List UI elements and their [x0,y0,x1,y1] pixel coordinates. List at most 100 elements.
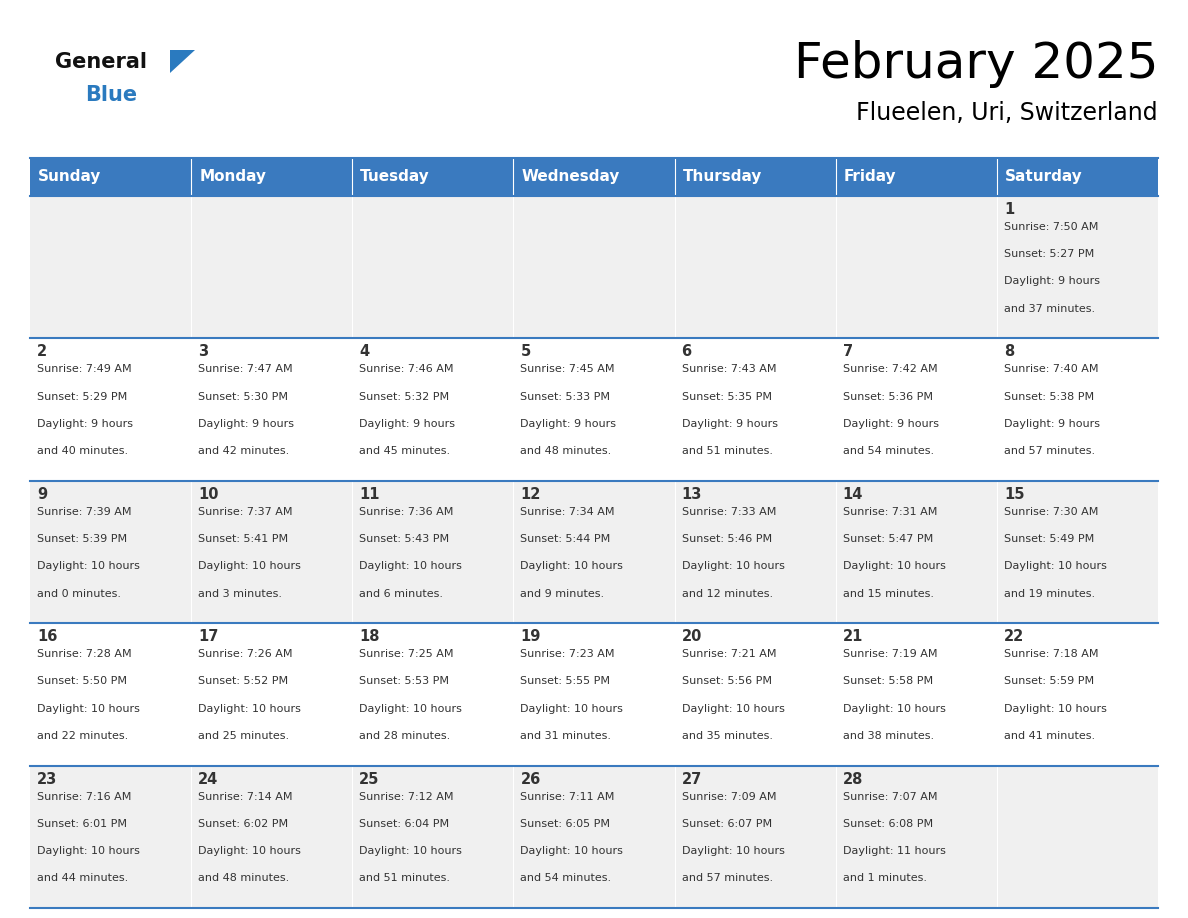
Text: Sunset: 5:39 PM: Sunset: 5:39 PM [37,534,127,544]
Text: and 40 minutes.: and 40 minutes. [37,446,128,456]
Text: Sunset: 5:41 PM: Sunset: 5:41 PM [198,534,289,544]
Text: Sunset: 6:05 PM: Sunset: 6:05 PM [520,819,611,829]
Text: Daylight: 10 hours: Daylight: 10 hours [520,561,624,571]
Text: and 51 minutes.: and 51 minutes. [682,446,772,456]
Bar [30,623,191,766]
Bar [513,196,675,339]
Bar [191,158,353,196]
Text: 16: 16 [37,629,57,644]
Text: Sunrise: 7:12 AM: Sunrise: 7:12 AM [359,791,454,801]
Text: and 19 minutes.: and 19 minutes. [1004,588,1095,599]
Text: Daylight: 10 hours: Daylight: 10 hours [682,846,784,856]
Text: and 38 minutes.: and 38 minutes. [842,731,934,741]
Text: Sunset: 6:01 PM: Sunset: 6:01 PM [37,819,127,829]
Text: Sunset: 5:36 PM: Sunset: 5:36 PM [842,392,933,402]
Bar [835,196,997,339]
Text: Daylight: 10 hours: Daylight: 10 hours [1004,704,1107,713]
Text: Sunrise: 7:30 AM: Sunrise: 7:30 AM [1004,507,1098,517]
Text: Sunrise: 7:43 AM: Sunrise: 7:43 AM [682,364,776,375]
Text: Sunrise: 7:47 AM: Sunrise: 7:47 AM [198,364,292,375]
Bar [353,158,513,196]
Text: 11: 11 [359,487,380,502]
Text: Daylight: 10 hours: Daylight: 10 hours [842,704,946,713]
Text: Daylight: 11 hours: Daylight: 11 hours [842,846,946,856]
Bar [675,481,835,623]
Text: Daylight: 10 hours: Daylight: 10 hours [198,846,301,856]
Text: 12: 12 [520,487,541,502]
Bar [835,766,997,908]
Text: Sunset: 5:55 PM: Sunset: 5:55 PM [520,677,611,687]
Text: 3: 3 [198,344,208,360]
Text: 24: 24 [198,772,219,787]
Text: Daylight: 10 hours: Daylight: 10 hours [37,561,140,571]
Text: Wednesday: Wednesday [522,170,620,185]
Text: and 44 minutes.: and 44 minutes. [37,873,128,883]
Text: Daylight: 10 hours: Daylight: 10 hours [359,704,462,713]
Text: Sunset: 5:35 PM: Sunset: 5:35 PM [682,392,771,402]
Text: 6: 6 [682,344,691,360]
Text: Sunrise: 7:07 AM: Sunrise: 7:07 AM [842,791,937,801]
Bar [513,623,675,766]
Bar [835,339,997,481]
Bar [675,158,835,196]
Text: Sunrise: 7:39 AM: Sunrise: 7:39 AM [37,507,132,517]
Text: Daylight: 10 hours: Daylight: 10 hours [359,846,462,856]
Text: Monday: Monday [200,170,266,185]
Text: and 28 minutes.: and 28 minutes. [359,731,450,741]
Text: 4: 4 [359,344,369,360]
Text: Sunrise: 7:26 AM: Sunrise: 7:26 AM [198,649,292,659]
Text: Sunrise: 7:25 AM: Sunrise: 7:25 AM [359,649,454,659]
Text: Sunset: 6:08 PM: Sunset: 6:08 PM [842,819,933,829]
Text: Daylight: 9 hours: Daylight: 9 hours [198,419,295,429]
Text: Sunrise: 7:42 AM: Sunrise: 7:42 AM [842,364,937,375]
Text: Sunrise: 7:46 AM: Sunrise: 7:46 AM [359,364,454,375]
Text: Daylight: 10 hours: Daylight: 10 hours [1004,561,1107,571]
Text: Tuesday: Tuesday [360,170,430,185]
Text: Sunset: 5:52 PM: Sunset: 5:52 PM [198,677,289,687]
Bar [191,766,353,908]
Bar [675,339,835,481]
Text: Daylight: 10 hours: Daylight: 10 hours [198,561,301,571]
Text: Sunrise: 7:37 AM: Sunrise: 7:37 AM [198,507,292,517]
Bar [513,158,675,196]
Text: Sunset: 6:07 PM: Sunset: 6:07 PM [682,819,772,829]
Bar [997,196,1158,339]
Text: Sunrise: 7:28 AM: Sunrise: 7:28 AM [37,649,132,659]
Bar [513,481,675,623]
Bar [835,623,997,766]
Bar [353,623,513,766]
Text: Daylight: 10 hours: Daylight: 10 hours [520,846,624,856]
Text: and 25 minutes.: and 25 minutes. [198,731,289,741]
Bar [997,481,1158,623]
Text: and 9 minutes.: and 9 minutes. [520,588,605,599]
Bar [30,196,191,339]
Text: Flueelen, Uri, Switzerland: Flueelen, Uri, Switzerland [857,101,1158,125]
Text: Daylight: 10 hours: Daylight: 10 hours [198,704,301,713]
Text: Sunrise: 7:31 AM: Sunrise: 7:31 AM [842,507,937,517]
Text: Sunday: Sunday [38,170,101,185]
Text: and 41 minutes.: and 41 minutes. [1004,731,1095,741]
Text: 14: 14 [842,487,864,502]
Text: Daylight: 10 hours: Daylight: 10 hours [682,561,784,571]
Text: Sunset: 6:02 PM: Sunset: 6:02 PM [198,819,289,829]
Bar [675,766,835,908]
Bar [675,196,835,339]
Text: Sunrise: 7:18 AM: Sunrise: 7:18 AM [1004,649,1099,659]
Text: Sunrise: 7:45 AM: Sunrise: 7:45 AM [520,364,615,375]
Bar [835,158,997,196]
Text: and 48 minutes.: and 48 minutes. [520,446,612,456]
Text: and 48 minutes.: and 48 minutes. [198,873,290,883]
Text: Daylight: 9 hours: Daylight: 9 hours [1004,419,1100,429]
Text: and 0 minutes.: and 0 minutes. [37,588,121,599]
Text: 22: 22 [1004,629,1024,644]
Text: 8: 8 [1004,344,1015,360]
Bar [997,766,1158,908]
Text: Sunset: 5:58 PM: Sunset: 5:58 PM [842,677,933,687]
Text: and 31 minutes.: and 31 minutes. [520,731,612,741]
Text: Sunrise: 7:16 AM: Sunrise: 7:16 AM [37,791,132,801]
Text: 25: 25 [359,772,380,787]
Text: 1: 1 [1004,202,1015,217]
Text: Sunset: 5:50 PM: Sunset: 5:50 PM [37,677,127,687]
Text: Daylight: 9 hours: Daylight: 9 hours [520,419,617,429]
Bar [30,158,191,196]
